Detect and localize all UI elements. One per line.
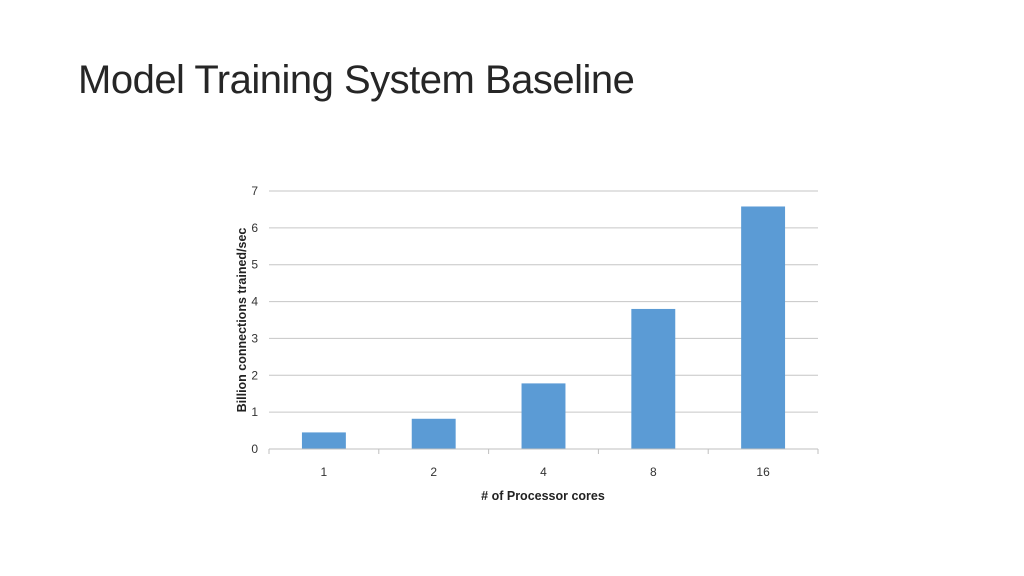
y-tick-label: 0 bbox=[251, 442, 258, 456]
x-tick-labels: 1 2 4 8 16 bbox=[321, 465, 771, 479]
bar-8 bbox=[631, 308, 676, 449]
x-tick-label: 16 bbox=[756, 465, 770, 479]
grid-lines bbox=[269, 190, 818, 413]
y-tick-label: 3 bbox=[251, 331, 258, 345]
bar-1 bbox=[301, 432, 346, 449]
slide-title: Model Training System Baseline bbox=[78, 58, 635, 102]
x-tick-label: 1 bbox=[321, 465, 328, 479]
x-tick-label: 2 bbox=[430, 465, 437, 479]
y-tick-label: 6 bbox=[251, 221, 258, 235]
x-tick-label: 4 bbox=[540, 465, 547, 479]
y-tick-labels: 0 1 2 3 4 5 6 7 bbox=[251, 184, 258, 456]
bar-4 bbox=[521, 383, 566, 449]
y-tick-label: 4 bbox=[251, 295, 258, 309]
y-tick-label: 2 bbox=[251, 368, 258, 382]
bars bbox=[301, 206, 786, 449]
x-axis-title: # of Processor cores bbox=[481, 489, 605, 503]
y-tick-label: 5 bbox=[251, 258, 258, 272]
bar-16 bbox=[741, 206, 786, 449]
y-tick-label: 1 bbox=[251, 405, 258, 419]
y-axis-title: Billion connections trained/sec bbox=[235, 228, 249, 413]
bar-2 bbox=[411, 418, 456, 449]
x-tick-label: 8 bbox=[650, 465, 657, 479]
x-axis bbox=[268, 448, 819, 454]
y-tick-label: 7 bbox=[251, 184, 258, 198]
